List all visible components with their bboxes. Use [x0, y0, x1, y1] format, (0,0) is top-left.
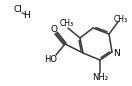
- Text: H: H: [24, 12, 30, 20]
- Text: CH₃: CH₃: [60, 20, 74, 28]
- Text: HO: HO: [44, 55, 58, 63]
- Text: O: O: [51, 26, 58, 34]
- Text: NH₂: NH₂: [92, 74, 108, 82]
- Text: N: N: [114, 49, 120, 58]
- Text: CH₃: CH₃: [114, 15, 128, 23]
- Text: Cl: Cl: [14, 4, 22, 14]
